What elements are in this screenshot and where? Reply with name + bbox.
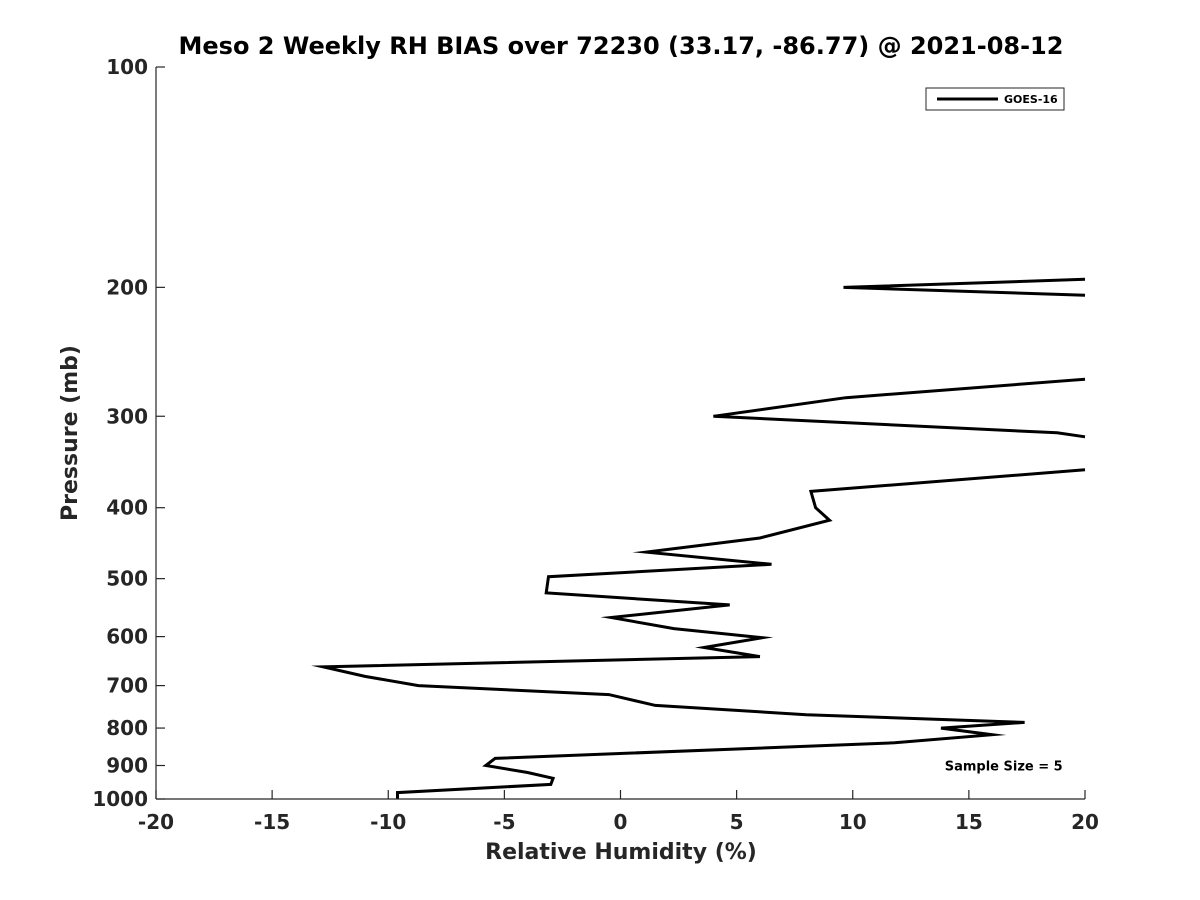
sample-size-annotation: Sample Size = 5 [945,760,1063,775]
x-axis-label: Relative Humidity (%) [485,840,757,865]
y-tick-label: 200 [106,275,148,299]
y-tick-label: 500 [106,567,148,591]
y-tick-label: 600 [106,625,148,649]
x-tick-label: -15 [254,810,290,834]
y-tick-label: 400 [106,496,148,520]
x-tick-label: -10 [370,810,406,834]
x-tick-label: 0 [614,810,628,834]
series-line-goes-16-segment-3 [311,468,1086,799]
legend: GOES-16 [925,87,1065,111]
series-line-goes-16-segment-1 [843,277,1086,297]
x-tick-label: 15 [955,810,983,834]
chart-title: Meso 2 Weekly RH BIAS over 72230 (33.17,… [179,32,1064,60]
x-tick-label: 10 [839,810,867,834]
y-tick-label: 1000 [92,787,148,811]
x-tick-label: 20 [1071,810,1099,834]
x-tick-label: -20 [138,810,174,834]
y-tick-label: 300 [106,404,148,428]
y-tick-label: 100 [106,55,148,79]
y-tick-label: 900 [106,754,148,778]
y-tick-label: 700 [106,674,148,698]
plot-area [156,67,1085,799]
series-line-goes-16-segment-2 [713,377,1086,439]
legend-label-goes-16: GOES-16 [1004,93,1058,106]
y-tick-label: 800 [106,716,148,740]
x-tick-label: -5 [493,810,515,834]
y-axis-label: Pressure (mb) [58,345,83,521]
x-tick-label: 5 [730,810,744,834]
